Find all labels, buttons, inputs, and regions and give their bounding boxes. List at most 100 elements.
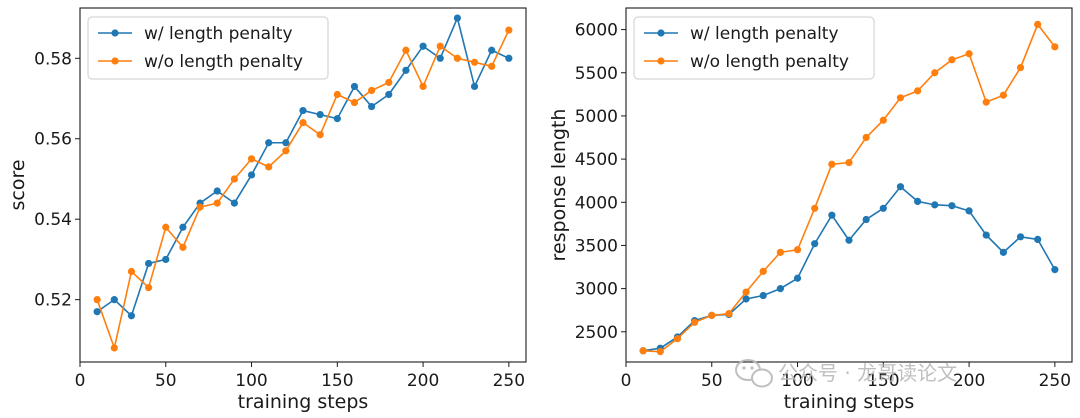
data-point [179,243,187,251]
legend: w/ length penalty w/o length penalty [633,16,875,80]
data-point [793,246,802,254]
data-point [896,94,905,102]
data-point [127,312,136,320]
data-point [436,42,444,50]
data-point [162,255,170,264]
data-point [742,288,750,296]
data-point [247,155,256,163]
data-point [931,69,939,77]
x-axis-label: training steps [784,391,915,413]
data-point [1016,63,1025,72]
data-point [914,197,922,206]
data-point [333,115,341,123]
data-point [776,248,784,256]
data-point [948,56,956,64]
data-point [385,90,393,99]
legend-swatch-marker [111,57,119,65]
data-point [127,267,136,276]
x-tick-label: 100 [235,371,267,391]
data-point [110,296,118,304]
data-point [145,259,153,268]
y-tick-label: 5500 [575,64,618,84]
data-point [350,82,359,91]
data-point [316,111,324,119]
y-axis-label: response length [548,109,570,262]
y-tick-label: 5000 [575,107,618,127]
data-point [265,139,273,147]
data-point [316,131,324,139]
x-axis-label: training steps [238,391,369,413]
legend-box [87,16,329,80]
plot-frame [79,7,527,363]
data-point [845,236,853,244]
data-point [862,133,870,142]
data-point [845,158,853,167]
data-point [1051,266,1059,274]
data-point [1016,233,1025,241]
data-point [759,291,767,300]
data-point [470,82,479,91]
data-point [93,296,101,304]
legend-swatch-marker [657,29,665,37]
data-point [282,147,290,155]
data-point [1034,235,1042,243]
data-point [488,62,496,70]
data-point [862,215,870,224]
data-point [230,175,238,183]
series-without-length-penalty [93,26,513,352]
data-point [419,82,427,91]
x-tick-label: 250 [493,371,525,391]
data-point [811,204,819,212]
data-point [145,283,153,292]
data-point [948,202,956,210]
x-tick-label: 200 [953,371,985,391]
data-point [213,199,221,207]
data-point [1051,43,1059,51]
data-point [725,310,733,318]
data-point [247,171,256,179]
data-point [93,308,101,316]
legend-label: w/o length penalty [690,52,849,72]
legend-label: w/o length penalty [144,52,303,72]
data-point [1034,20,1042,29]
data-point [299,119,307,127]
data-point [162,223,170,231]
data-point [196,203,204,211]
y-tick-label: 4500 [575,150,618,170]
x-tick-label: 150 [867,371,899,391]
data-point [759,267,767,275]
x-tick-label: 200 [407,371,439,391]
data-point [402,66,410,74]
data-point [982,231,990,239]
data-point [505,54,513,62]
data-point [385,78,393,87]
legend-label: w/ length penalty [144,24,293,44]
data-point [776,285,784,293]
data-point [931,201,939,209]
y-tick-label: 0.58 [34,49,72,69]
data-point [656,348,664,356]
data-point [282,139,290,147]
y-tick-label: 3000 [575,280,618,300]
x-tick-label: 100 [781,371,813,391]
data-point [265,163,273,171]
series-with-length-penalty [93,14,513,320]
data-point [299,106,307,115]
x-tick-label: 250 [1039,371,1071,391]
data-point [639,347,647,355]
data-point [333,90,341,99]
data-point [470,58,479,66]
data-point [419,42,427,50]
data-point [914,87,922,95]
response-length-chart: 0 50 100 150 200 250 2500 3000 3500 4000 4500 5000 5… [548,7,1073,413]
data-point [999,248,1007,256]
wechat-icon [735,359,773,388]
series-line [643,185,1056,352]
x-tick-label: 50 [701,371,723,391]
data-point [368,102,376,111]
y-tick-label: 0.52 [34,291,72,311]
data-point [179,223,187,231]
y-tick-label: 0.54 [34,210,72,230]
